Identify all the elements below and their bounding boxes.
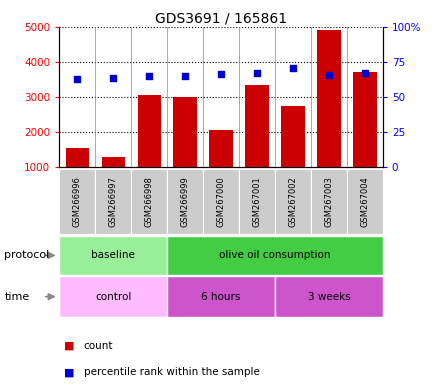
Text: GSM266997: GSM266997 bbox=[109, 176, 118, 227]
Text: GSM266999: GSM266999 bbox=[181, 176, 190, 227]
Point bbox=[74, 76, 81, 82]
Text: GSM267002: GSM267002 bbox=[289, 176, 297, 227]
Bar bbox=[246, 85, 269, 202]
Text: time: time bbox=[4, 291, 29, 302]
Bar bbox=[275, 169, 311, 234]
Bar bbox=[311, 169, 347, 234]
Text: percentile rank within the sample: percentile rank within the sample bbox=[84, 367, 260, 377]
Bar bbox=[167, 236, 383, 275]
Text: baseline: baseline bbox=[92, 250, 135, 260]
Text: count: count bbox=[84, 341, 113, 351]
Bar bbox=[59, 236, 167, 275]
Text: 6 hours: 6 hours bbox=[202, 291, 241, 302]
Text: GSM267001: GSM267001 bbox=[253, 176, 261, 227]
Text: GSM266996: GSM266996 bbox=[73, 176, 82, 227]
Text: control: control bbox=[95, 291, 132, 302]
Point bbox=[290, 65, 297, 71]
Bar bbox=[102, 157, 125, 202]
Point bbox=[110, 75, 117, 81]
Text: GSM267004: GSM267004 bbox=[360, 176, 369, 227]
Bar bbox=[353, 73, 377, 202]
Bar bbox=[281, 106, 304, 202]
Point bbox=[326, 71, 333, 78]
Bar bbox=[59, 169, 95, 234]
Bar bbox=[167, 276, 275, 317]
Bar bbox=[203, 169, 239, 234]
Title: GDS3691 / 165861: GDS3691 / 165861 bbox=[155, 12, 287, 26]
Bar bbox=[317, 30, 341, 202]
Bar bbox=[59, 276, 167, 317]
Point bbox=[146, 73, 153, 79]
Bar bbox=[66, 148, 89, 202]
Text: GSM267000: GSM267000 bbox=[216, 176, 226, 227]
Point bbox=[182, 73, 189, 79]
Point bbox=[361, 70, 368, 76]
Text: GSM266998: GSM266998 bbox=[145, 176, 154, 227]
Text: ■: ■ bbox=[64, 341, 74, 351]
Text: olive oil consumption: olive oil consumption bbox=[219, 250, 331, 260]
Bar bbox=[173, 97, 197, 202]
Bar bbox=[167, 169, 203, 234]
Point bbox=[253, 70, 260, 76]
Text: protocol: protocol bbox=[4, 250, 50, 260]
Bar bbox=[275, 276, 383, 317]
Bar bbox=[131, 169, 167, 234]
Point bbox=[218, 71, 225, 77]
Bar bbox=[95, 169, 131, 234]
Text: GSM267003: GSM267003 bbox=[324, 176, 334, 227]
Text: 3 weeks: 3 weeks bbox=[308, 291, 350, 302]
Bar bbox=[209, 130, 233, 202]
Bar bbox=[347, 169, 383, 234]
Bar bbox=[138, 95, 161, 202]
Bar bbox=[239, 169, 275, 234]
Text: ■: ■ bbox=[64, 367, 74, 377]
